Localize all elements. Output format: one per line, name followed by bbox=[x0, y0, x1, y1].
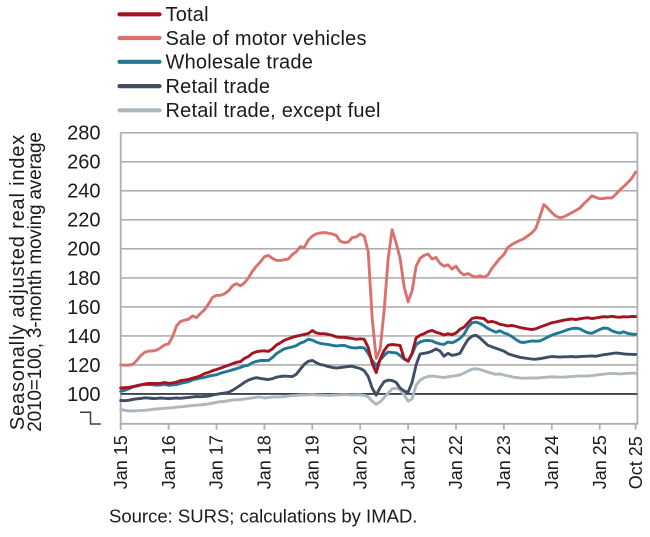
svg-text:Wholesale trade: Wholesale trade bbox=[166, 52, 314, 74]
svg-text:Jan 22: Jan 22 bbox=[446, 435, 466, 489]
svg-text:Jan 19: Jan 19 bbox=[303, 435, 323, 489]
svg-text:Source: SURS; calculations by: Source: SURS; calculations by IMAD. bbox=[109, 506, 417, 527]
svg-text:Retail trade: Retail trade bbox=[166, 76, 271, 98]
svg-text:140: 140 bbox=[67, 326, 100, 348]
svg-text:180: 180 bbox=[67, 268, 100, 290]
svg-text:240: 240 bbox=[67, 181, 100, 203]
svg-text:2010=100, 3-month moving avera: 2010=100, 3-month moving average bbox=[25, 132, 46, 431]
svg-text:Jan 20: Jan 20 bbox=[350, 435, 370, 489]
svg-text:Total: Total bbox=[166, 4, 209, 26]
svg-text:Retail trade, except fuel: Retail trade, except fuel bbox=[166, 100, 381, 122]
svg-text:Sale of motor vehicles: Sale of motor vehicles bbox=[166, 28, 367, 50]
svg-text:Jan 24: Jan 24 bbox=[542, 435, 562, 489]
svg-text:Jan 25: Jan 25 bbox=[590, 435, 610, 489]
svg-text:220: 220 bbox=[67, 210, 100, 232]
svg-text:Seasonally adjusted real index: Seasonally adjusted real index bbox=[7, 134, 29, 430]
svg-text:280: 280 bbox=[67, 123, 100, 145]
svg-text:Oct 25: Oct 25 bbox=[626, 436, 646, 489]
svg-text:100: 100 bbox=[67, 384, 100, 406]
svg-text:260: 260 bbox=[67, 152, 100, 174]
svg-text:Jan 21: Jan 21 bbox=[398, 435, 418, 489]
svg-text:Jan 23: Jan 23 bbox=[494, 435, 514, 489]
svg-text:160: 160 bbox=[67, 297, 100, 319]
svg-text:Jan 17: Jan 17 bbox=[207, 435, 227, 489]
svg-text:200: 200 bbox=[67, 239, 100, 261]
svg-text:Jan 16: Jan 16 bbox=[159, 435, 179, 489]
svg-text:120: 120 bbox=[67, 355, 100, 377]
svg-text:Jan 15: Jan 15 bbox=[111, 435, 131, 489]
svg-text:Jan 18: Jan 18 bbox=[255, 435, 275, 489]
